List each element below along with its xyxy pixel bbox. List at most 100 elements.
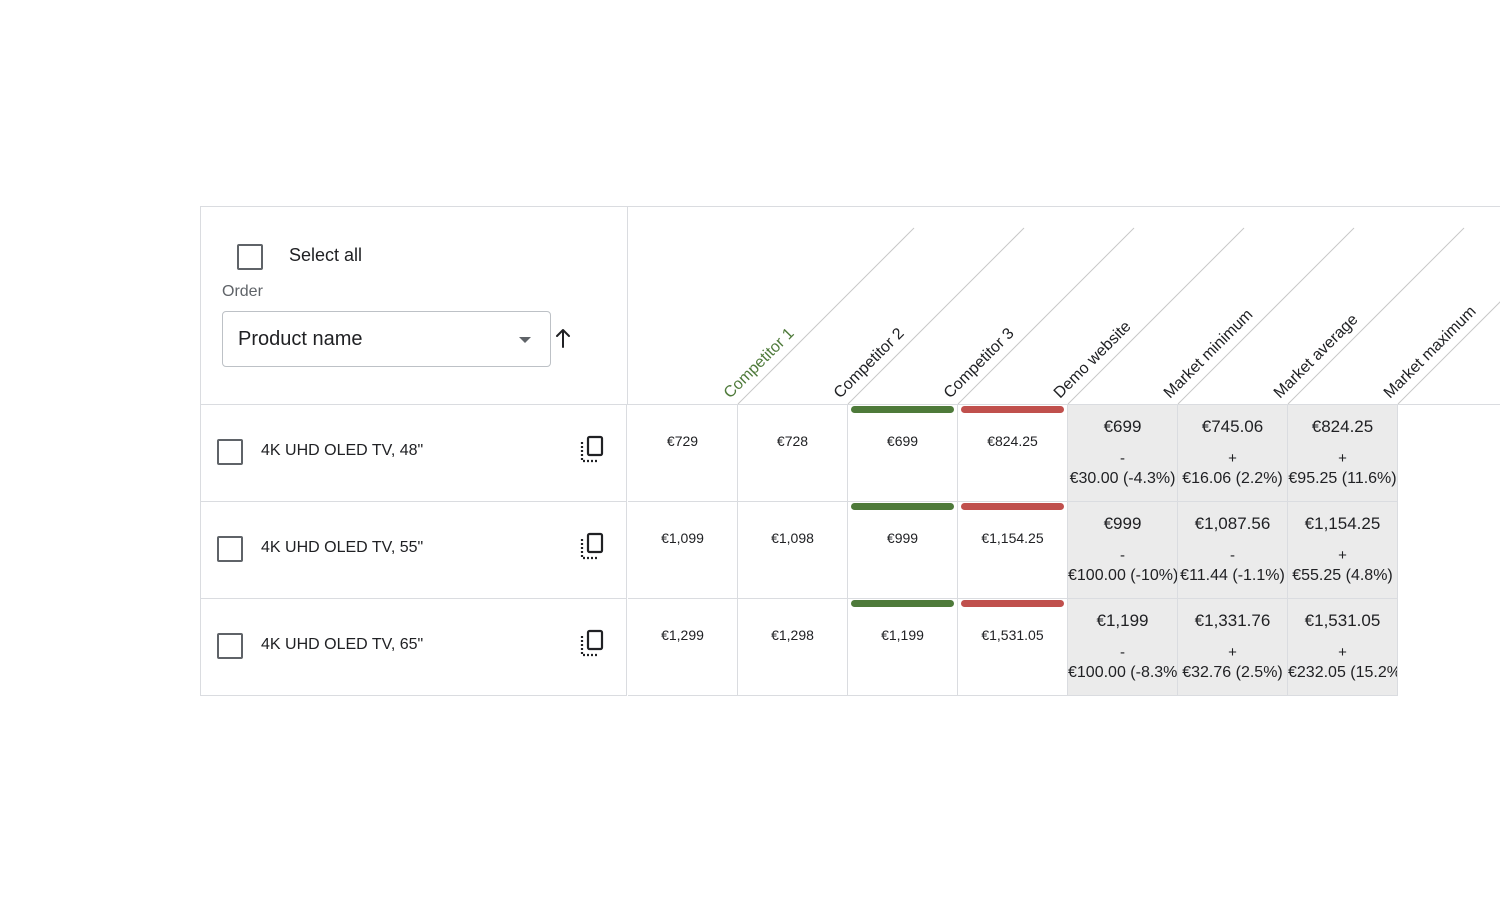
row-checkbox[interactable]: [217, 439, 243, 465]
price-value: €824.25: [987, 433, 1038, 449]
product-row: 4K UHD OLED TV, 65": [201, 599, 627, 696]
price-value: €1,098: [771, 530, 814, 546]
product-name: 4K UHD OLED TV, 65": [261, 636, 424, 653]
highest-price-bar: [961, 600, 1064, 607]
price-comparison-table: Select all Order Product name Competitor…: [200, 206, 1500, 696]
market-summary-cell: €824.25 + €95.25 (11.6%): [1288, 405, 1398, 502]
column-divider: [737, 227, 915, 405]
difference-sign: -: [1230, 547, 1235, 564]
price-cell: €1,098: [738, 502, 848, 599]
difference-value: €95.25 (11.6%): [1288, 470, 1397, 487]
market-value: €1,331.76: [1194, 611, 1271, 630]
table-controls: Select all Order Product name: [201, 207, 628, 405]
lowest-price-bar: [851, 406, 954, 413]
difference-sign: +: [1228, 644, 1237, 661]
product-row: 4K UHD OLED TV, 48": [201, 405, 627, 502]
column-header-label[interactable]: Competitor 1: [721, 325, 798, 402]
chevron-down-icon: [519, 337, 531, 343]
price-value: €999: [886, 530, 919, 546]
highest-price-bar: [961, 406, 1064, 413]
price-cell: €699: [848, 405, 958, 502]
column-divider: [847, 227, 1025, 405]
price-value: €1,099: [661, 530, 704, 546]
difference-sign: +: [1338, 547, 1347, 564]
price-cell: €1,299: [628, 599, 738, 696]
market-summary-cell: €1,331.76 + €32.76 (2.5%): [1178, 599, 1288, 696]
order-select-value: Product name: [238, 328, 363, 350]
column-divider: [1067, 227, 1245, 405]
market-value: €745.06: [1201, 417, 1264, 436]
product-name: 4K UHD OLED TV, 48": [261, 442, 424, 459]
row-checkbox[interactable]: [217, 536, 243, 562]
order-select[interactable]: Product name: [222, 311, 551, 367]
price-cell: €1,099: [628, 502, 738, 599]
copy-icon[interactable]: [579, 532, 607, 562]
market-summary-cell: €1,154.25 + €55.25 (4.8%): [1288, 502, 1398, 599]
product-row: 4K UHD OLED TV, 55": [201, 502, 627, 599]
row-checkbox[interactable]: [217, 633, 243, 659]
select-all-label: Select all: [289, 245, 363, 265]
market-value: €1,199: [1096, 611, 1149, 630]
price-value: €1,154.25: [981, 530, 1044, 546]
market-summary-cell: €999 - €100.00 (-10%): [1068, 502, 1178, 599]
copy-icon[interactable]: [579, 435, 607, 465]
price-cell: €729: [628, 405, 738, 502]
market-value: €699: [1103, 417, 1142, 436]
difference-value: €30.00 (-4.3%): [1069, 470, 1176, 487]
difference-value: €100.00 (-8.3%): [1068, 664, 1178, 681]
price-value: €1,299: [661, 627, 704, 643]
difference-value: €32.76 (2.5%): [1182, 664, 1283, 681]
price-value: €1,298: [771, 627, 814, 643]
price-cell: €1,154.25: [958, 502, 1068, 599]
difference-sign: -: [1120, 547, 1125, 564]
market-value: €999: [1103, 514, 1142, 533]
column-divider: [1177, 227, 1355, 405]
column-header-label[interactable]: Market average: [1271, 311, 1362, 402]
order-label: Order: [222, 283, 263, 300]
select-all-checkbox[interactable]: [237, 244, 263, 270]
price-value: €729: [666, 433, 699, 449]
difference-value: €11.44 (-1.1%): [1180, 567, 1285, 584]
lowest-price-bar: [851, 503, 954, 510]
column-headers: Competitor 1 Competitor 2 Competitor 3 Demo…: [721, 227, 1500, 405]
market-summary-cell: €1,531.05 + €232.05 (15.2%): [1288, 599, 1398, 696]
price-cell: €824.25: [958, 405, 1068, 502]
column-divider: [1397, 301, 1500, 405]
price-cell: €728: [738, 405, 848, 502]
price-cell: €1,298: [738, 599, 848, 696]
price-cell: €1,531.05: [958, 599, 1068, 696]
difference-sign: +: [1338, 450, 1347, 467]
column-header-label[interactable]: Competitor 2: [831, 325, 908, 402]
difference-sign: -: [1120, 450, 1125, 467]
column-header-label[interactable]: Demo website: [1051, 318, 1135, 402]
market-summary-cell: €699 - €30.00 (-4.3%): [1068, 405, 1178, 502]
market-summary-cell: €745.06 + €16.06 (2.2%): [1178, 405, 1288, 502]
copy-icon[interactable]: [579, 629, 607, 659]
difference-value: €232.05 (15.2%): [1288, 664, 1398, 681]
market-summary-cell: €1,199 - €100.00 (-8.3%): [1068, 599, 1178, 696]
market-value: €1,531.05: [1304, 611, 1381, 630]
column-header-label[interactable]: Market minimum: [1161, 306, 1257, 402]
difference-sign: +: [1338, 644, 1347, 661]
price-value: €699: [886, 433, 919, 449]
column-header-label[interactable]: Market maximum: [1381, 303, 1480, 402]
lowest-price-bar: [851, 600, 954, 607]
price-value: €1,531.05: [981, 627, 1044, 643]
price-value: €1,199: [881, 627, 924, 643]
market-value: €1,087.56: [1194, 514, 1271, 533]
difference-sign: +: [1228, 450, 1237, 467]
column-divider: [957, 227, 1135, 405]
market-value: €824.25: [1311, 417, 1374, 436]
product-name: 4K UHD OLED TV, 55": [261, 539, 424, 556]
difference-value: €16.06 (2.2%): [1182, 470, 1283, 487]
market-value: €1,154.25: [1304, 514, 1381, 533]
difference-value: €100.00 (-10%): [1068, 567, 1178, 584]
price-value: €728: [776, 433, 809, 449]
highest-price-bar: [961, 503, 1064, 510]
price-cell: €999: [848, 502, 958, 599]
difference-sign: -: [1120, 644, 1125, 661]
difference-value: €55.25 (4.8%): [1292, 567, 1393, 584]
column-header-label[interactable]: Competitor 3: [941, 325, 1018, 402]
sort-ascending-icon[interactable]: [553, 326, 573, 350]
column-divider: [1287, 227, 1465, 405]
